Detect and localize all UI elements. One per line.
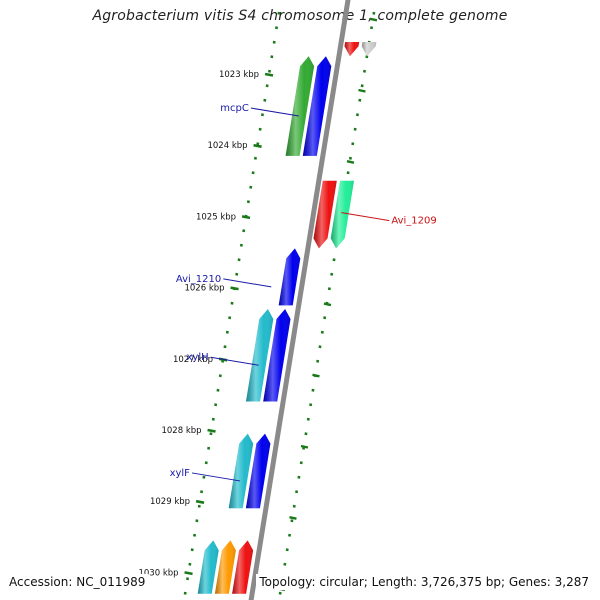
- kbp-tick-label: 1030 kbp: [138, 568, 178, 578]
- right-scale-tick: [312, 373, 320, 378]
- right-scale-tick: [358, 88, 366, 93]
- kbp-tick-mark: [241, 215, 251, 220]
- kbp-tick-label: 1027 kbp: [173, 355, 213, 365]
- kbp-tick-mark: [195, 499, 205, 504]
- gene-arrow: [197, 540, 219, 594]
- kbp-tick-mark: [207, 428, 216, 433]
- gene-arrow-shade: [197, 540, 219, 594]
- gene-arrow-shade: [246, 309, 274, 402]
- gene-arrow: [302, 56, 332, 156]
- gene-arrow-shade: [330, 180, 354, 249]
- right-scale-tick: [323, 302, 332, 307]
- gene-leader-line: [250, 107, 299, 117]
- gene-arrow: [228, 433, 254, 509]
- gene-arrow: [361, 42, 377, 57]
- gene-arrow: [245, 433, 271, 509]
- right-scale-tick: [346, 160, 355, 164]
- gene-label: mcpC: [220, 103, 249, 114]
- gene-features: [197, 42, 377, 594]
- gene-arrow-shade: [302, 56, 332, 156]
- gene-arrow-shade: [278, 248, 301, 306]
- gene-arrow-shade: [344, 42, 360, 57]
- kbp-tick-mark: [230, 286, 239, 291]
- gene-arrow: [278, 248, 301, 306]
- gene-arrow: [246, 309, 274, 402]
- gene-arrow: [344, 42, 360, 57]
- gene-leader-line: [223, 278, 272, 288]
- gene-leader-line: [191, 472, 241, 482]
- gene-label: xylF: [170, 468, 191, 479]
- gene-arrow-shade: [245, 433, 271, 509]
- kbp-tick-mark: [184, 571, 193, 576]
- gene-label: Avi_1210: [176, 274, 221, 285]
- gene-label: xylH: [186, 352, 208, 363]
- kbp-tick-label: 1024 kbp: [207, 141, 247, 151]
- gene-arrow: [214, 540, 236, 594]
- gene-arrow: [232, 540, 254, 594]
- gene-arrow-shade: [232, 540, 254, 594]
- genome-summary: Topology: circular; Length: 3,726,375 bp…: [256, 574, 592, 590]
- gene-label: Avi_1209: [391, 216, 436, 227]
- genome-backbone: [248, 0, 351, 600]
- kbp-tick-label: 1028 kbp: [161, 426, 201, 436]
- accession-label: Accession: NC_011989: [6, 574, 149, 590]
- gene-leader-line: [341, 212, 390, 222]
- gene-arrow-shade: [313, 180, 337, 249]
- gene-leader-line: [210, 356, 259, 366]
- map-title: Agrobacterium vitis S4 chromosome 1, com…: [92, 8, 508, 24]
- kbp-tick-label: 1026 kbp: [184, 284, 224, 294]
- kbp-tick-label: 1025 kbp: [196, 212, 236, 222]
- right-scale-tick: [289, 516, 297, 520]
- gene-labels: mcpC Avi_1209 Avi_1210 xylH xylF: [170, 103, 437, 482]
- gene-arrow-shade: [228, 433, 254, 509]
- gene-arrow: [263, 309, 291, 402]
- right-scale-tick: [369, 17, 378, 22]
- gene-arrow: [313, 180, 337, 249]
- scale-ticks: 1023 kbp 1024 kbp 1025 kbp 1026 kbp 1027 kbp…: [138, 11, 378, 595]
- gene-arrow: [330, 180, 354, 249]
- right-scale-tick: [300, 444, 309, 449]
- gene-arrow-shade: [214, 540, 236, 594]
- kbp-tick-mark: [253, 143, 262, 148]
- kbp-tick-label: 1029 kbp: [150, 497, 190, 507]
- kbp-tick-label: 1023 kbp: [219, 70, 259, 80]
- gene-arrow-shade: [263, 309, 291, 402]
- gene-arrow-shade: [285, 56, 315, 156]
- gene-arrow-shade: [361, 42, 377, 57]
- gene-arrow: [285, 56, 315, 156]
- kbp-tick-mark: [264, 72, 274, 77]
